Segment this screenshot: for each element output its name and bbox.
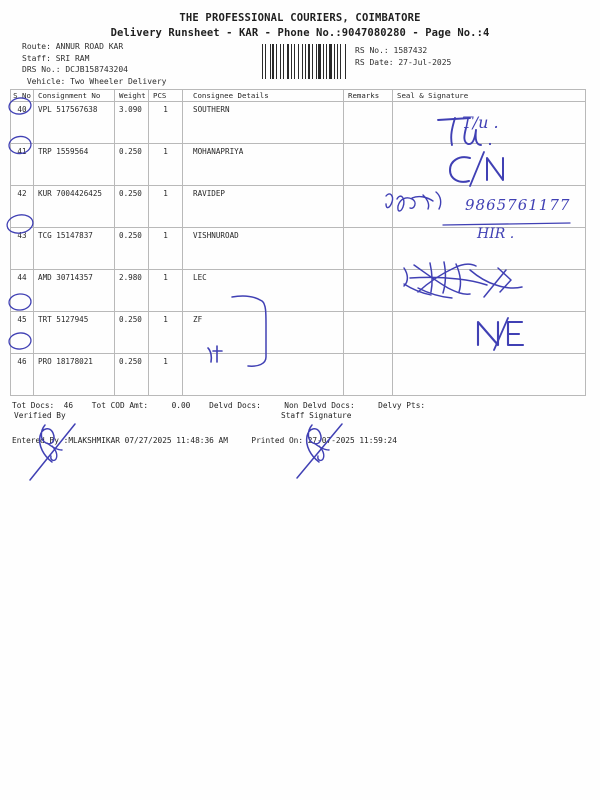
column-header-weight: Weight [114, 89, 149, 102]
cell-remarks [343, 185, 393, 228]
vehicle-line: Vehicle: Two Wheeler Delivery [22, 76, 167, 86]
table-body: 40 VPL 517567638 3.090 1 SOUTHERN 41 TRP 15595… [10, 101, 586, 396]
cell-consignee: VISHNUROAD [182, 227, 344, 270]
cell-weight: 3.090 [114, 101, 149, 144]
cell-remarks [343, 227, 393, 270]
cell-seal [392, 353, 586, 396]
table-row: 43 TCG 15147837 0.250 1 VISHNUROAD [10, 227, 586, 270]
cell-weight: 2.980 [114, 269, 149, 312]
cell-remarks [343, 311, 393, 354]
cell-seal [392, 227, 586, 270]
cell-consignment: TCG 15147837 [33, 227, 115, 270]
entered-printed-line: Entered By :MLAKSHMIKAR 07/27/2025 11:48… [12, 435, 397, 445]
cell-consignee: SOUTHERN [182, 101, 344, 144]
cell-sno: 41 [10, 143, 34, 186]
verified-by-label: Verified By [14, 411, 66, 420]
header-meta-left: Route: ANNUR ROAD KAR Staff: SRI RAM DRS… [22, 41, 167, 87]
cell-remarks [343, 269, 393, 312]
cell-seal [392, 311, 586, 354]
sno-value: 41 [17, 147, 27, 156]
cell-pcs: 1 [148, 143, 183, 186]
cell-weight: 0.250 [114, 143, 149, 186]
cell-weight: 0.250 [114, 353, 149, 396]
rs-no-line: RS No.: 1587432 [355, 46, 428, 55]
table-row: 42 KUR 7004426425 0.250 1 RAVIDEP [10, 185, 586, 228]
cell-pcs: 1 [148, 185, 183, 228]
handwriting-tu: T/u . [462, 113, 499, 132]
cell-seal [392, 269, 586, 312]
column-header-consignment: Consignment No [33, 89, 115, 102]
totals-block: Tot Docs: 46 Tot COD Amt: 0.00 Delvd Doc… [12, 377, 425, 469]
cell-weight: 0.250 [114, 311, 149, 354]
cell-consignment: VPL 517567638 [33, 101, 115, 144]
cell-consignee: ZF [182, 311, 344, 354]
header-meta-right: RS No.: 1587432 RS Date: 27-Jul-2025 [355, 45, 451, 68]
cell-remarks [343, 143, 393, 186]
handwriting-phone: 9865761177 [465, 196, 571, 214]
cell-consignee: LEC [182, 269, 344, 312]
cell-weight: 0.250 [114, 185, 149, 228]
cell-sno: 44 [10, 269, 34, 312]
cell-sno: 45 [10, 311, 34, 354]
table-row: 45 TRT 5127945 0.250 1 ZF [10, 311, 586, 354]
cell-pcs: 1 [148, 227, 183, 270]
drs-no-line: DRS No.: DCJB158743204 [22, 65, 128, 75]
cell-remarks [343, 101, 393, 144]
cell-consignment: PRO 18178021 [33, 353, 115, 396]
totals-line: Tot Docs: 46 Tot COD Amt: 0.00 Delvd Doc… [12, 401, 426, 410]
barcode [262, 44, 348, 79]
sno-value: 42 [17, 189, 27, 198]
staff-signature-label: Staff Signature [281, 411, 352, 420]
cell-seal [392, 101, 586, 144]
cell-weight: 0.250 [114, 227, 149, 270]
consignment-table: S No Consignment No Weight PCS Consignee… [10, 89, 586, 396]
cell-consignment: AMD 30714357 [33, 269, 115, 312]
sno-value: 43 [17, 231, 27, 240]
cell-consignment: KUR 7004426425 [33, 185, 115, 228]
cell-consignment: TRT 5127945 [33, 311, 115, 354]
column-header-sno: S No [10, 89, 34, 102]
cell-sno: 46 [10, 353, 34, 396]
cell-consignee: RAVIDEP [182, 185, 344, 228]
route-line: Route: ANNUR ROAD KAR [22, 42, 124, 51]
rs-date-line: RS Date: 27-Jul-2025 [355, 57, 452, 67]
cell-consignment: TRP 1559564 [33, 143, 115, 186]
table-header-row: S No Consignment No Weight PCS Consignee… [10, 89, 586, 102]
cell-sno: 43 [10, 227, 34, 270]
cell-remarks [343, 353, 393, 396]
column-header-pcs: PCS [148, 89, 183, 102]
table-row: 41 TRP 1559564 0.250 1 MOHANAPRIYA [10, 143, 586, 186]
cell-pcs: 1 [148, 311, 183, 354]
column-header-seal: Seal & Signature [392, 89, 586, 102]
sno-value: 44 [17, 273, 27, 282]
column-header-consignee: Consignee Details [182, 89, 344, 102]
cell-consignee: MOHANAPRIYA [182, 143, 344, 186]
cell-seal [392, 143, 586, 186]
table-row: 40 VPL 517567638 3.090 1 SOUTHERN [10, 101, 586, 144]
handwriting-hir: HIR . [477, 226, 515, 242]
table-row: 44 AMD 30714357 2.980 1 LEC [10, 269, 586, 312]
sno-value: 46 [17, 357, 27, 366]
company-title: THE PROFESSIONAL COURIERS, COIMBATORE [179, 12, 421, 24]
cell-pcs: 1 [148, 269, 183, 312]
staff-line: Staff: SRI RAM [22, 53, 90, 63]
cell-pcs: 1 [148, 101, 183, 144]
sno-value: 40 [17, 105, 27, 114]
cell-sno: 42 [10, 185, 34, 228]
runsheet-subtitle: Delivery Runsheet - KAR - Phone No.:9047… [110, 27, 490, 39]
sno-value: 45 [17, 315, 27, 324]
column-header-remarks: Remarks [343, 89, 393, 102]
cell-pcs: 1 [148, 353, 183, 396]
cell-sno: 40 [10, 101, 34, 144]
